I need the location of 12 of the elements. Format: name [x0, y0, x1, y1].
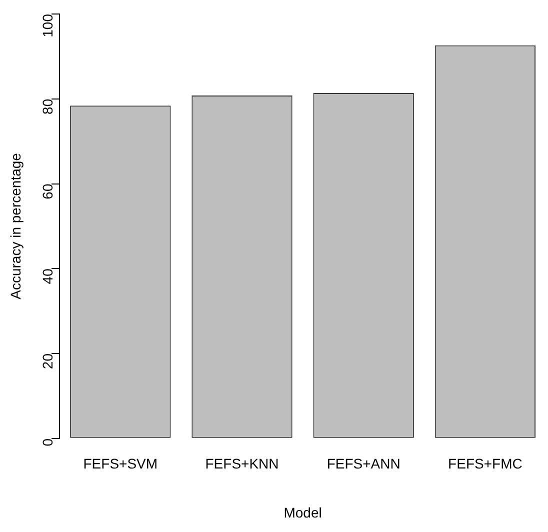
y-tick-label: 60 — [39, 184, 56, 200]
x-tick-label: FEFS+FMC — [448, 456, 522, 472]
y-tick-label: 80 — [39, 98, 56, 114]
x-tick-label: FEFS+KNN — [205, 456, 279, 472]
y-tick-label: 100 — [39, 14, 56, 38]
x-axis-title: Model — [284, 504, 322, 520]
y-axis-title: Accuracy in percentage — [7, 152, 24, 300]
y-tick-label: 20 — [39, 353, 56, 370]
x-tick-label: FEFS+SVM — [83, 456, 158, 472]
y-tick-label: 0 — [39, 438, 56, 446]
x-tick-label: FEFS+ANN — [326, 456, 400, 472]
y-tick-label: 40 — [39, 268, 56, 284]
